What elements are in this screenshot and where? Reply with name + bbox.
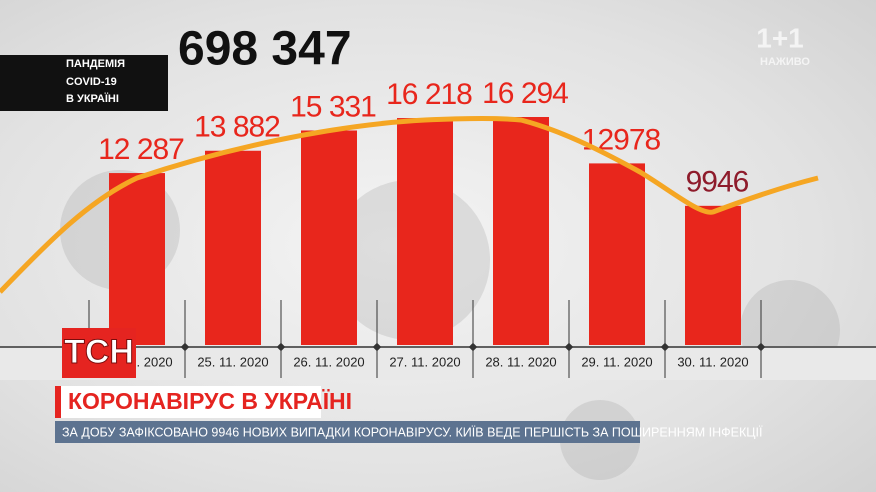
value-label: 12978	[582, 123, 661, 156]
x-tick-label: 27. 11. 2020	[389, 354, 460, 369]
axis-diamond	[756, 342, 766, 352]
label-line: ПАНДЕМІЯ	[66, 58, 125, 70]
headline-accent	[55, 386, 61, 418]
date-strip	[0, 346, 876, 380]
label-line: COVID-19	[66, 76, 117, 88]
bar	[493, 117, 549, 345]
value-label: 16 218	[386, 78, 472, 111]
axis-diamond	[372, 342, 382, 352]
label-line: В УКРАЇНІ	[66, 92, 119, 105]
headline-box	[55, 386, 321, 418]
ticker-box	[55, 421, 640, 443]
value-label: 15 331	[290, 90, 376, 123]
axis-diamond	[660, 342, 670, 352]
channel-logo: 1+1	[756, 22, 804, 53]
axis-diamond	[276, 342, 286, 352]
bar	[589, 163, 645, 345]
bar	[205, 150, 261, 345]
x-tick-label: 25. 11. 2020	[197, 354, 268, 369]
brand-logo	[62, 328, 136, 378]
label-box	[0, 55, 168, 111]
trend-line	[0, 116, 819, 294]
bar	[685, 205, 741, 345]
axis-diamond	[180, 342, 190, 352]
x-tick-label: 30. 11. 2020	[677, 354, 748, 369]
ticker: ЗА ДОБУ ЗАФІКСОВАНО 9946 НОВИХ ВИПАДКИ К…	[62, 425, 763, 439]
value-label: 16 294	[482, 77, 568, 110]
bar	[397, 118, 453, 345]
bar	[109, 173, 165, 345]
bar	[301, 130, 357, 345]
x-tick-label: 26. 11. 2020	[293, 354, 364, 369]
axis-diamond	[564, 342, 574, 352]
x-tick-label: 28. 11. 2020	[485, 354, 556, 369]
value-label: 9946	[686, 166, 749, 199]
live-label: НАЖИВО	[760, 56, 810, 68]
value-label: 12 287	[98, 133, 184, 166]
value-label: 13 882	[194, 111, 280, 144]
axis-diamond	[468, 342, 478, 352]
brand-text: ТСН	[64, 333, 134, 371]
x-tick-label: 29. 11. 2020	[581, 354, 652, 369]
total: 698 347	[178, 23, 352, 76]
headline: КОРОНАВІРУС В УКРАЇНІ	[68, 388, 352, 414]
